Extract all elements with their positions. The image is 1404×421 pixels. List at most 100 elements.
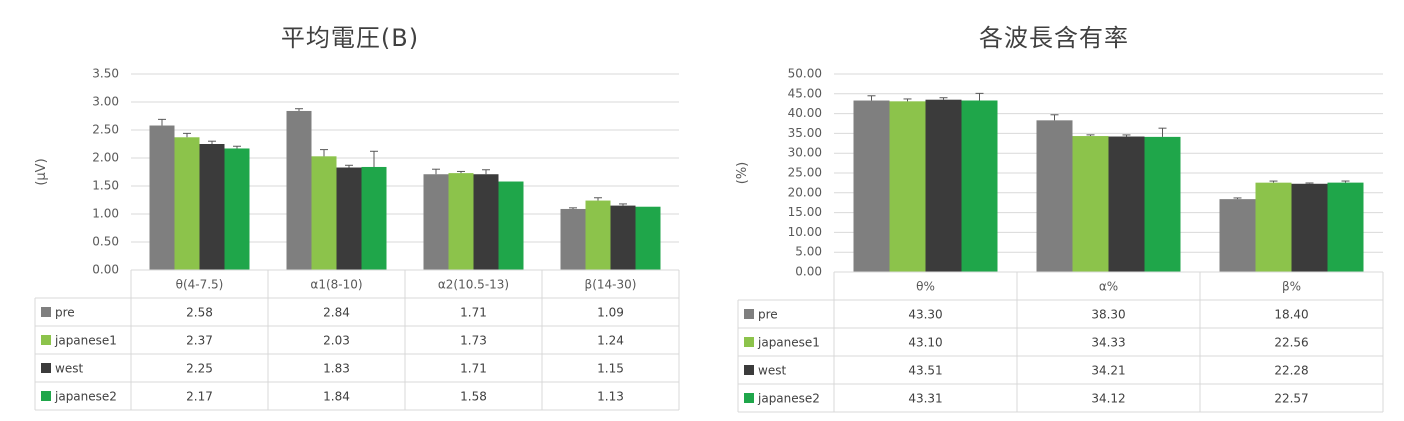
y-tick-label: 30.00 — [788, 146, 822, 160]
bar-pre — [1036, 120, 1073, 272]
y-tick-label: 10.00 — [788, 225, 822, 239]
y-axis-title: (%) — [735, 162, 750, 185]
category-label: α1(8-10) — [310, 278, 362, 292]
bar-japanese1 — [1255, 182, 1292, 272]
legend-key-west — [744, 365, 754, 375]
table-cell-value: 22.28 — [1274, 364, 1308, 378]
bar-west — [1291, 183, 1328, 272]
y-tick-label: 0.00 — [92, 263, 119, 277]
y-tick-label: 0.00 — [795, 265, 822, 279]
bar-japanese2 — [1327, 182, 1364, 272]
table-cell-value: 2.17 — [186, 390, 213, 404]
y-tick-label: 35.00 — [788, 126, 822, 140]
bar-west — [199, 144, 225, 270]
bar-west — [336, 167, 362, 270]
y-tick-label: 1.00 — [92, 207, 119, 221]
legend-key-west — [41, 363, 51, 373]
series-name: west — [758, 364, 786, 378]
legend-key-japanese2 — [41, 391, 51, 401]
table-cell-value: 1.71 — [460, 306, 487, 320]
table-cell-value: 1.83 — [323, 362, 350, 376]
bar-japanese1 — [448, 173, 474, 270]
category-label: β(14-30) — [585, 278, 637, 292]
table-cell-value: 1.09 — [597, 306, 624, 320]
bar-japanese1 — [174, 137, 200, 270]
table-cell-value: 34.33 — [1091, 336, 1125, 350]
category-label: θ% — [916, 280, 935, 294]
table-cell-value: 2.25 — [186, 362, 213, 376]
series-name: west — [55, 362, 83, 376]
y-tick-label: 3.00 — [92, 95, 119, 109]
table-cell-value: 34.12 — [1091, 392, 1125, 406]
table-cell-value: 1.58 — [460, 390, 487, 404]
bar-japanese2 — [498, 181, 524, 270]
y-tick-label: 3.50 — [92, 67, 119, 81]
table-cell-value: 38.30 — [1091, 308, 1125, 322]
bar-pre — [423, 174, 449, 270]
y-tick-label: 2.50 — [92, 123, 119, 137]
table-cell-value: 43.30 — [908, 308, 942, 322]
table-cell-value: 2.03 — [323, 334, 350, 348]
bar-pre — [1219, 199, 1256, 272]
table-cell-value: 2.84 — [323, 306, 350, 320]
series-name: japanese1 — [757, 336, 820, 350]
y-tick-label: 5.00 — [795, 245, 822, 259]
bar-japanese1 — [585, 200, 611, 270]
table-cell-value: 1.73 — [460, 334, 487, 348]
table-cell-value: 2.37 — [186, 334, 213, 348]
series-name: japanese1 — [54, 334, 117, 348]
bar-japanese1 — [889, 101, 926, 272]
y-tick-label: 0.50 — [92, 235, 119, 249]
wave-ratio-chart-svg: 0.00 5.00 10.00 15.00 20.00 25.00 30.00 35.00 40… — [735, 67, 1384, 413]
table-cell-value: 43.31 — [908, 392, 942, 406]
series-name: pre — [55, 306, 75, 320]
y-tick-label: 1.50 — [92, 179, 119, 193]
bar-pre — [560, 208, 586, 270]
bar-japanese1 — [1072, 136, 1109, 272]
bar-japanese2 — [961, 100, 998, 272]
table-cell-value: 1.71 — [460, 362, 487, 376]
legend-key-japanese1 — [41, 335, 51, 345]
legend-key-pre — [41, 307, 51, 317]
series-name: pre — [758, 308, 778, 322]
bar-pre — [149, 125, 175, 271]
table-cell-value: 1.15 — [597, 362, 624, 376]
table-cell-value: 2.58 — [186, 306, 213, 320]
table-cell-value: 43.10 — [908, 336, 942, 350]
legend-key-japanese2 — [744, 393, 754, 403]
table-cell-value: 43.51 — [908, 364, 942, 378]
category-label: α2(10.5-13) — [438, 278, 509, 292]
bar-pre — [286, 110, 312, 271]
y-tick-label: 50.00 — [788, 67, 822, 81]
chart-title: 平均電圧(B) — [280, 24, 420, 52]
bar-japanese2 — [635, 206, 661, 270]
table-cell-value: 34.21 — [1091, 364, 1125, 378]
chart-title: 各波長含有率 — [979, 24, 1129, 52]
legend-key-japanese1 — [744, 337, 754, 347]
table-cell-value: 18.40 — [1274, 308, 1308, 322]
series-name: japanese2 — [757, 392, 820, 406]
y-tick-label: 2.00 — [92, 151, 119, 165]
table-cell-value: 1.13 — [597, 390, 624, 404]
table-cell-value: 1.84 — [323, 390, 350, 404]
bar-west — [610, 205, 636, 270]
bar-west — [473, 174, 499, 270]
y-tick-label: 25.00 — [788, 166, 822, 180]
wave-ratio-chart: 各波長含有率 0.00 5.00 10.00 15.00 20.00 25.00 30.00… — [704, 0, 1404, 421]
voltage-chart: 平均電圧(B) 0.00 0.50 1.00 1.50 2.00 2.50 3.00 3.50… — [0, 0, 700, 421]
bar-pre — [853, 100, 890, 272]
y-tick-label: 45.00 — [788, 86, 822, 100]
bar-west — [925, 99, 962, 272]
category-label: β% — [1282, 280, 1301, 294]
table-cell-value: 22.57 — [1274, 392, 1308, 406]
bar-japanese1 — [311, 156, 337, 270]
table-cell-value: 22.56 — [1274, 336, 1308, 350]
y-axis-title: (μV) — [34, 158, 49, 185]
bar-japanese2 — [1144, 136, 1181, 272]
bar-japanese2 — [224, 148, 250, 270]
y-tick-label: 40.00 — [788, 106, 822, 120]
legend-key-pre — [744, 309, 754, 319]
bar-west — [1108, 136, 1145, 272]
category-label: α% — [1099, 280, 1118, 294]
voltage-chart-svg: 0.00 0.50 1.00 1.50 2.00 2.50 3.00 3.50 (μV) θ(4-… — [34, 67, 680, 411]
